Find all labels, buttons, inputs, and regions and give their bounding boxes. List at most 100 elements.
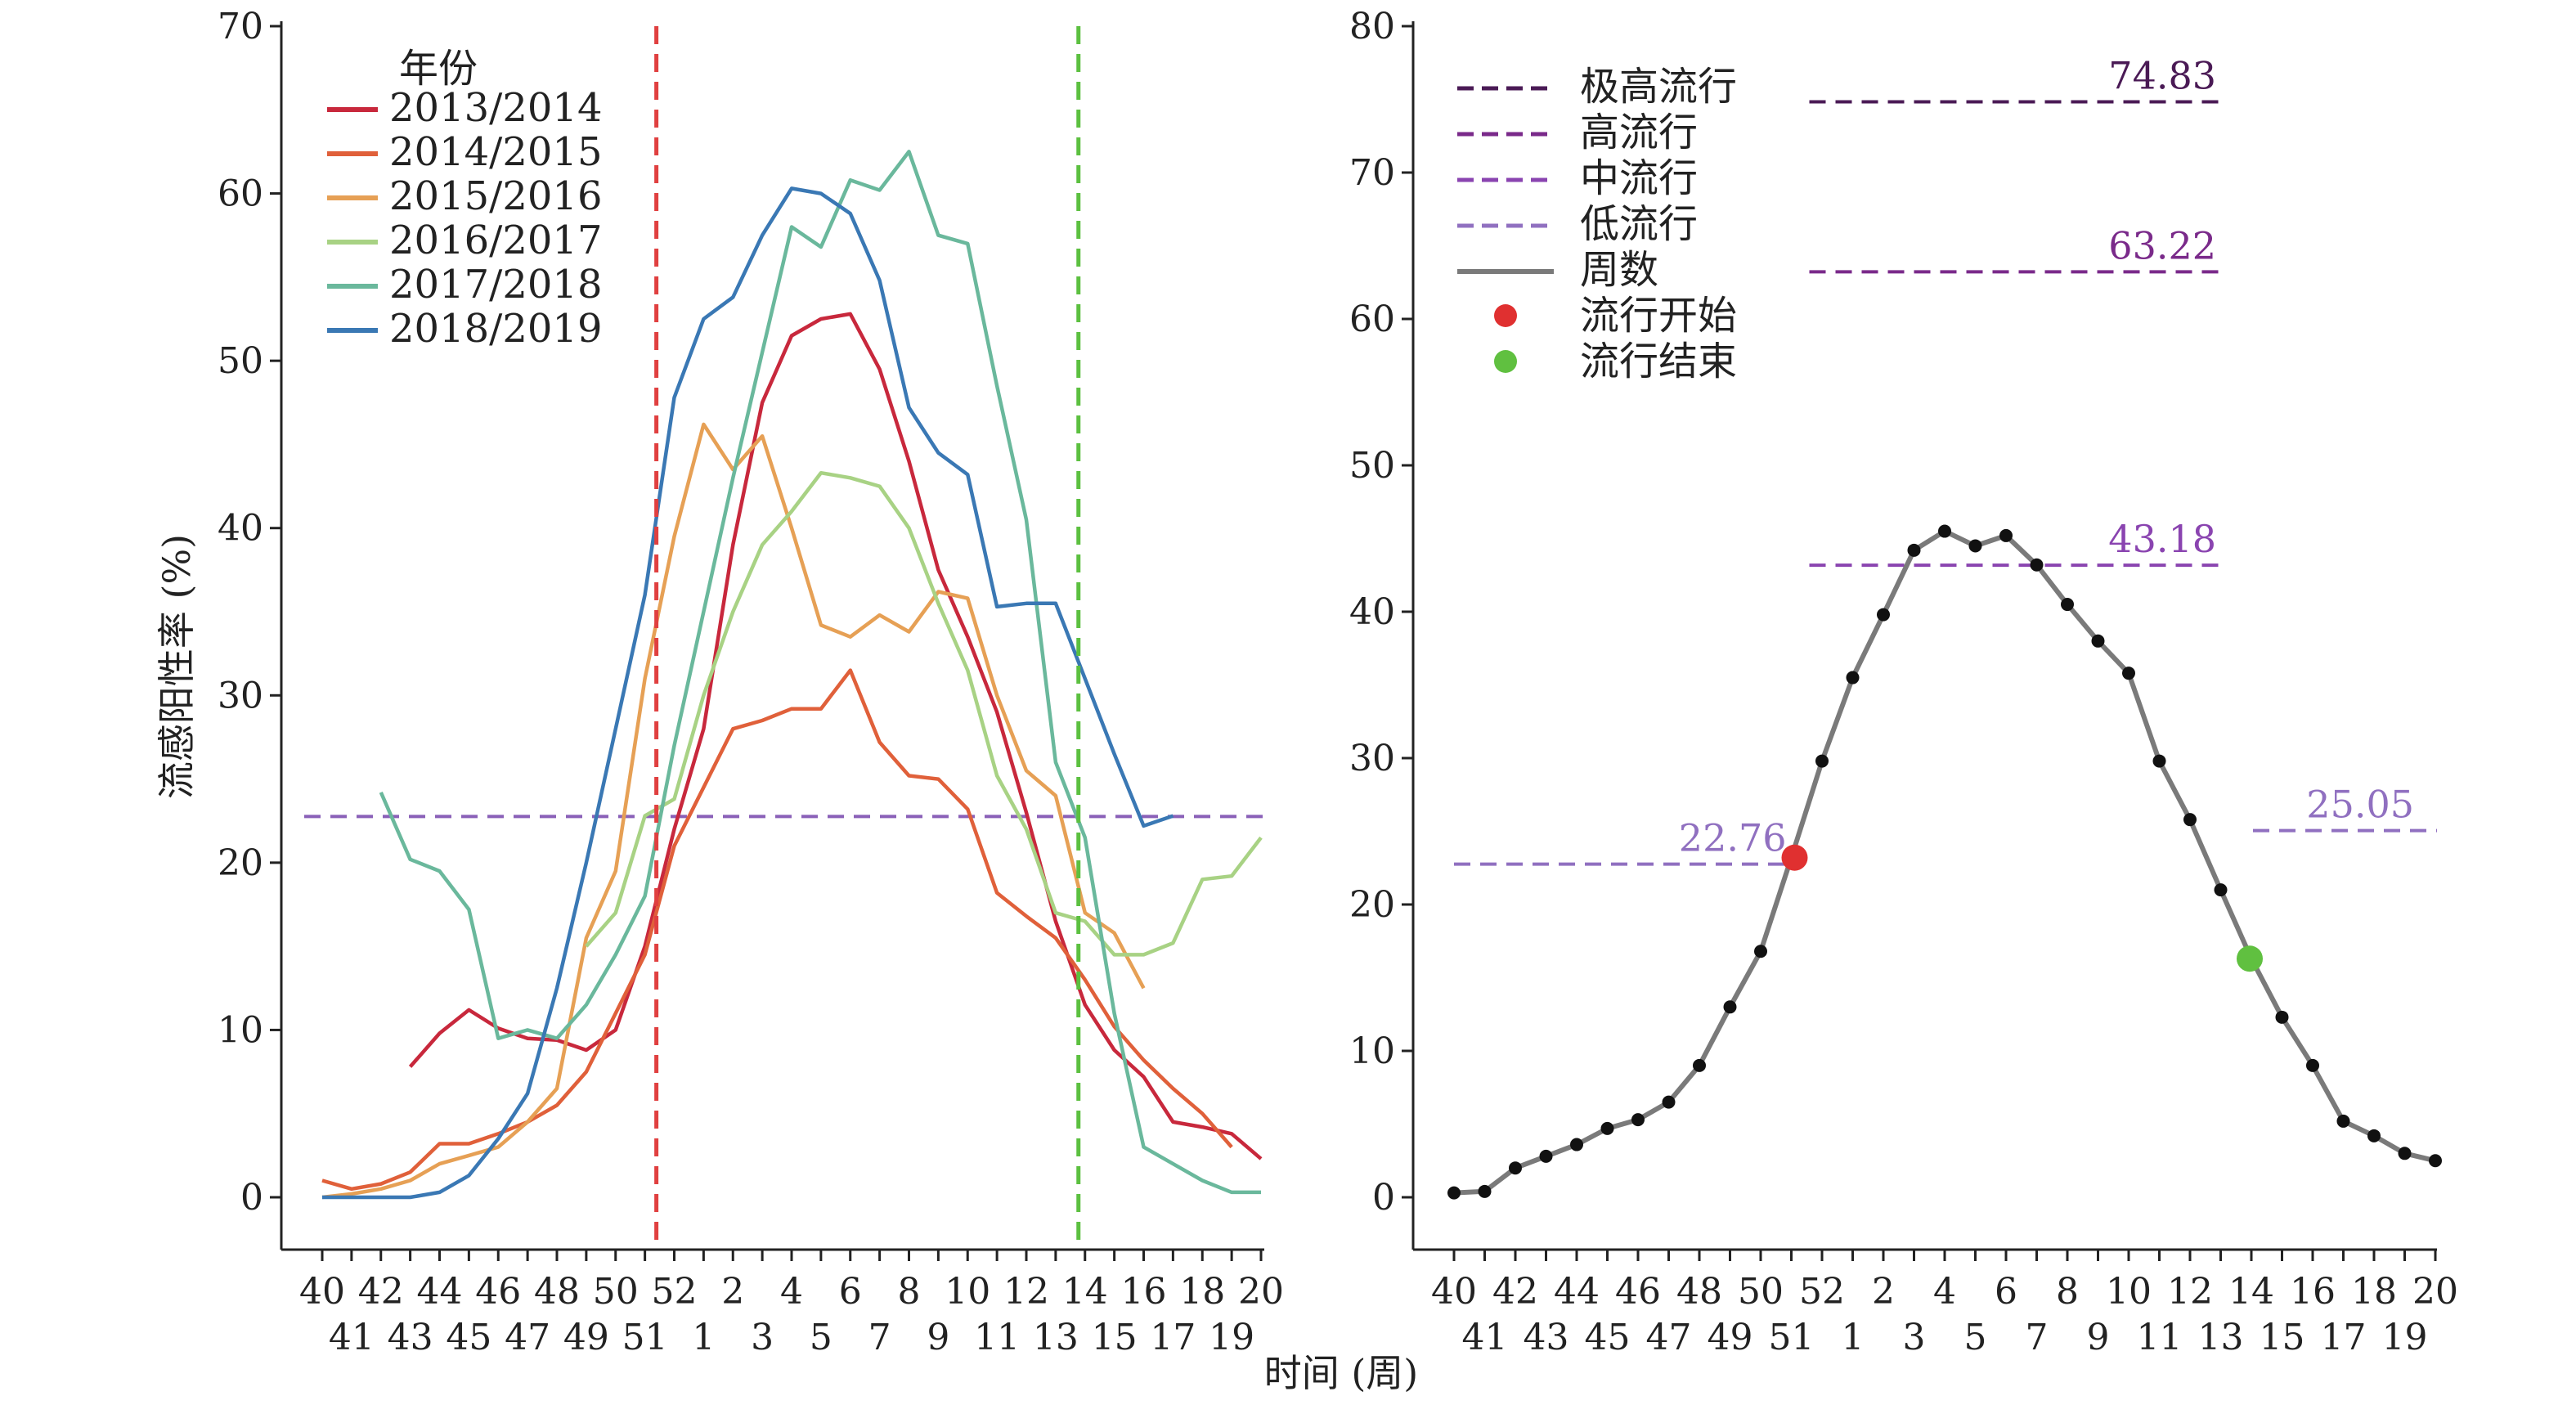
legend-label: 2013/2014 bbox=[389, 85, 602, 131]
right-y-tick-label: 80 bbox=[1349, 6, 1395, 47]
left-y-axis-label: 流感阳性率 (%) bbox=[155, 534, 199, 799]
legend-label: 极高流行 bbox=[1580, 64, 1737, 110]
data-point bbox=[1815, 754, 1829, 768]
left-x-tick-label: 1 bbox=[692, 1317, 715, 1358]
right-x-tick-label: 8 bbox=[2056, 1271, 2079, 1313]
right-y-tick-label: 50 bbox=[1349, 445, 1395, 487]
left-x-tick-label: 7 bbox=[868, 1317, 891, 1358]
legend-label: 2015/2016 bbox=[389, 173, 602, 219]
data-point bbox=[2122, 667, 2135, 680]
left-x-tick-label: 20 bbox=[1238, 1271, 1284, 1313]
right-x-tick-label: 43 bbox=[1524, 1317, 1569, 1358]
right-x-tick-label: 46 bbox=[1615, 1271, 1661, 1313]
right-x-tick-label: 4 bbox=[1933, 1271, 1956, 1313]
right-x-tick-label: 10 bbox=[2106, 1271, 2152, 1313]
left-x-tick-label: 9 bbox=[927, 1317, 949, 1358]
data-point bbox=[1662, 1095, 1676, 1109]
left-x-tick-label: 50 bbox=[593, 1271, 639, 1313]
right-y-tick-label: 0 bbox=[1372, 1177, 1395, 1219]
left-x-tick-label: 18 bbox=[1179, 1271, 1225, 1313]
end-point bbox=[2237, 945, 2263, 972]
right-x-tick-label: 11 bbox=[2137, 1317, 2183, 1358]
data-point bbox=[2367, 1129, 2381, 1142]
right-x-tick-label: 13 bbox=[2198, 1317, 2244, 1358]
data-point bbox=[1754, 945, 1767, 958]
right-x-tick-label: 2 bbox=[1872, 1271, 1895, 1313]
right-y-tick-label: 10 bbox=[1349, 1030, 1395, 1072]
data-point bbox=[1723, 1000, 1737, 1014]
data-point bbox=[1938, 524, 1951, 538]
series-line-2013-2014 bbox=[408, 312, 1263, 1160]
right-x-tick-label: 12 bbox=[2167, 1271, 2213, 1313]
left-x-tick-label: 13 bbox=[1033, 1317, 1079, 1358]
data-point bbox=[1509, 1161, 1522, 1175]
left-x-tick-label: 43 bbox=[388, 1317, 433, 1358]
left-y-tick-label: 30 bbox=[218, 675, 263, 716]
right-x-tick-label: 44 bbox=[1554, 1271, 1600, 1313]
data-point bbox=[1968, 539, 1982, 553]
right-y-tick-label: 70 bbox=[1349, 152, 1395, 194]
data-point bbox=[2091, 634, 2105, 648]
data-point bbox=[1693, 1058, 1706, 1072]
post-threshold-label: 25.05 bbox=[2306, 783, 2414, 827]
data-point bbox=[1478, 1184, 1492, 1198]
data-point bbox=[1846, 671, 1860, 685]
right-x-tick-label: 15 bbox=[2260, 1317, 2305, 1358]
left-x-tick-label: 14 bbox=[1062, 1271, 1108, 1313]
left-x-tick-label: 17 bbox=[1150, 1317, 1196, 1358]
left-x-tick-label: 10 bbox=[945, 1271, 990, 1313]
right-x-tick-label: 48 bbox=[1676, 1271, 1722, 1313]
data-point bbox=[1539, 1149, 1553, 1163]
left-x-tick-label: 12 bbox=[1003, 1271, 1049, 1313]
right-x-tick-label: 41 bbox=[1462, 1317, 1508, 1358]
legend-label: 高流行 bbox=[1580, 110, 1698, 155]
threshold-label: 74.83 bbox=[2108, 54, 2216, 98]
right-x-tick-label: 52 bbox=[1799, 1271, 1845, 1313]
right-x-tick-label: 19 bbox=[2382, 1317, 2428, 1358]
data-point bbox=[2275, 1010, 2289, 1024]
data-point bbox=[1999, 528, 2013, 542]
left-x-tick-label: 44 bbox=[417, 1271, 463, 1313]
data-point bbox=[1447, 1186, 1461, 1200]
left-x-tick-label: 42 bbox=[358, 1271, 404, 1313]
left-x-tick-label: 4 bbox=[780, 1271, 803, 1313]
left-x-tick-label: 48 bbox=[534, 1271, 580, 1313]
right-x-tick-label: 6 bbox=[1995, 1271, 2017, 1313]
left-x-tick-label: 46 bbox=[475, 1271, 521, 1313]
data-point bbox=[1907, 543, 1921, 557]
data-point bbox=[1877, 608, 1890, 622]
left-x-tick-label: 47 bbox=[505, 1317, 550, 1358]
left-y-tick-label: 0 bbox=[240, 1177, 263, 1219]
legend-label: 周数 bbox=[1580, 247, 1658, 293]
left-y-tick-label: 20 bbox=[218, 842, 263, 884]
left-x-tick-label: 45 bbox=[446, 1317, 491, 1358]
data-point bbox=[1600, 1121, 1614, 1135]
legend-label: 2016/2017 bbox=[389, 218, 602, 263]
left-x-tick-label: 6 bbox=[839, 1271, 862, 1313]
right-x-tick-label: 16 bbox=[2290, 1271, 2336, 1313]
left-x-tick-label: 11 bbox=[974, 1317, 1020, 1358]
left-x-tick-label: 3 bbox=[751, 1317, 774, 1358]
data-point bbox=[2183, 813, 2197, 827]
x-axis-label: 时间 (周) bbox=[1264, 1351, 1419, 1395]
right-x-tick-label: 20 bbox=[2412, 1271, 2458, 1313]
legend-label: 2017/2018 bbox=[389, 262, 602, 307]
left-x-tick-label: 16 bbox=[1121, 1271, 1167, 1313]
left-x-tick-label: 15 bbox=[1092, 1317, 1138, 1358]
left-y-tick-label: 60 bbox=[218, 173, 263, 215]
legend-marker bbox=[1494, 350, 1517, 373]
data-point bbox=[1570, 1138, 1583, 1151]
left-y-tick-label: 10 bbox=[218, 1009, 263, 1051]
legend-label: 2018/2019 bbox=[389, 306, 602, 352]
right-x-tick-label: 9 bbox=[2087, 1317, 2110, 1358]
series-line-2018-2019 bbox=[322, 186, 1174, 1200]
right-x-tick-label: 17 bbox=[2321, 1317, 2367, 1358]
right-x-tick-label: 40 bbox=[1431, 1271, 1477, 1313]
right-y-tick-label: 60 bbox=[1349, 299, 1395, 340]
data-point bbox=[2398, 1147, 2412, 1160]
right-x-tick-label: 3 bbox=[1903, 1317, 1926, 1358]
